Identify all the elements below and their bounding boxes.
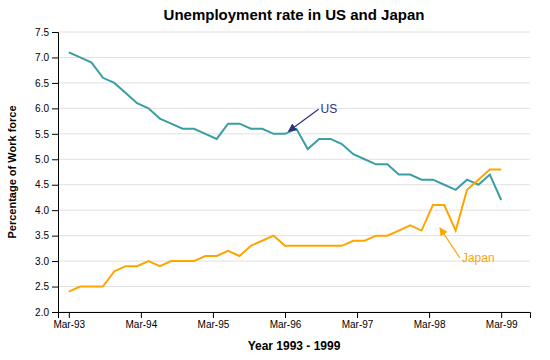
lines	[69, 52, 501, 291]
y-tick: 5.5	[35, 129, 58, 140]
y-tick: 2.5	[35, 281, 58, 292]
y-tick: 6.0	[35, 103, 58, 114]
y-tick: 6.5	[35, 78, 58, 89]
x-tick-mark	[213, 312, 214, 318]
x-tick: Mar-93	[53, 312, 85, 330]
annotation-arrow	[289, 109, 319, 131]
y-tick-label: 2.0	[35, 307, 49, 318]
title: Unemployment rate in US and Japan	[164, 6, 425, 23]
y-tick-label: 4.5	[35, 179, 49, 190]
y-tick: 7.0	[35, 52, 58, 63]
chart: Mar-93 Mar-94 Mar-95 Mar-96 Mar-97 Mar-98 Mar-…	[0, 0, 550, 360]
y-tick-mark	[52, 236, 58, 237]
x-tick: Mar-98	[414, 312, 446, 330]
x-axis-title: Year 1993 - 1999	[248, 339, 341, 353]
y-tick-label: 6.5	[35, 78, 49, 89]
y-axis-line	[52, 33, 59, 313]
y-tick-label: 6.0	[35, 103, 49, 114]
series-line	[69, 52, 501, 200]
x-tick: Mar-97	[342, 312, 374, 330]
y-tick-label: 3.5	[35, 230, 49, 241]
x-tick-label: Mar-95	[198, 319, 230, 330]
grid-line	[58, 57, 530, 58]
y-tick: 3.5	[35, 230, 58, 241]
x-axis: Mar-93 Mar-94 Mar-95 Mar-96 Mar-97 Mar-98 Mar-…	[53, 312, 530, 330]
grid-line	[58, 108, 530, 109]
y-tick-label: 2.5	[35, 281, 49, 292]
x-tick: Mar-94	[126, 312, 158, 330]
grid	[58, 32, 530, 312]
x-tick-label: Mar-97	[342, 319, 374, 330]
y-tick-label: 3.0	[35, 256, 49, 267]
y-axis: 2.0 2.5 3.0 3.5 4.0 4.5 5.0 5.5 6.0 6.5 7.0 7.5	[35, 27, 58, 318]
y-tick-mark	[52, 57, 58, 58]
y-tick-mark	[52, 312, 58, 313]
y-tick-mark	[52, 159, 58, 160]
y-tick-mark	[52, 134, 58, 135]
plot-area: Mar-93 Mar-94 Mar-95 Mar-96 Mar-97 Mar-98 Mar-…	[35, 27, 530, 330]
grid-line	[58, 261, 530, 262]
x-tick-mark	[285, 312, 286, 318]
grid-line	[58, 82, 530, 83]
grid-line	[58, 32, 530, 33]
y-tick-mark	[52, 185, 58, 186]
y-tick-mark	[52, 32, 58, 33]
y-tick: 4.0	[35, 205, 58, 216]
x-tick-label: Mar-94	[126, 319, 158, 330]
grid-line	[58, 133, 530, 134]
grid-line	[58, 235, 530, 236]
y-tick-label: 4.0	[35, 205, 49, 216]
x-tick-label: Mar-99	[486, 319, 518, 330]
x-tick: Mar-99	[486, 312, 518, 330]
y-tick-mark	[52, 108, 58, 109]
y-tick-mark	[52, 261, 58, 262]
y-tick-mark	[52, 287, 58, 288]
series-line	[69, 169, 501, 291]
annotation-arrow	[440, 228, 460, 258]
grid-line	[58, 286, 530, 287]
annotations: US Japan	[289, 102, 495, 265]
x-tick-mark	[141, 312, 142, 318]
annotation-text: US	[321, 102, 338, 116]
grid-line	[58, 159, 530, 160]
y-tick-mark	[52, 210, 58, 211]
y-tick-label: 5.5	[35, 129, 49, 140]
y-tick: 4.5	[35, 179, 58, 190]
y-tick-mark	[52, 83, 58, 84]
y-tick: 5.0	[35, 154, 58, 165]
grid-line	[58, 184, 530, 185]
y-tick-label: 5.0	[35, 154, 49, 165]
x-tick-mark	[501, 312, 502, 318]
annotation-text: Japan	[462, 251, 495, 265]
y-tick-label: 7.0	[35, 52, 49, 63]
y-tick-label: 7.5	[35, 27, 49, 38]
x-tick-label: Mar-98	[414, 319, 446, 330]
x-tick-label: Mar-93	[53, 319, 85, 330]
x-tick-label: Mar-96	[270, 319, 302, 330]
grid-line	[58, 210, 530, 211]
x-tick: Mar-95	[198, 312, 230, 330]
y-tick: 2.0	[35, 307, 58, 318]
x-tick-mark	[429, 312, 430, 318]
y-tick: 7.5	[35, 27, 58, 38]
y-tick: 3.0	[35, 256, 58, 267]
x-tick: Mar-96	[270, 312, 302, 330]
y-axis-title: Percentage of Work force	[6, 105, 18, 238]
x-tick-mark	[357, 312, 358, 318]
x-tick-mark	[69, 312, 70, 318]
x-axis-line	[59, 313, 531, 319]
